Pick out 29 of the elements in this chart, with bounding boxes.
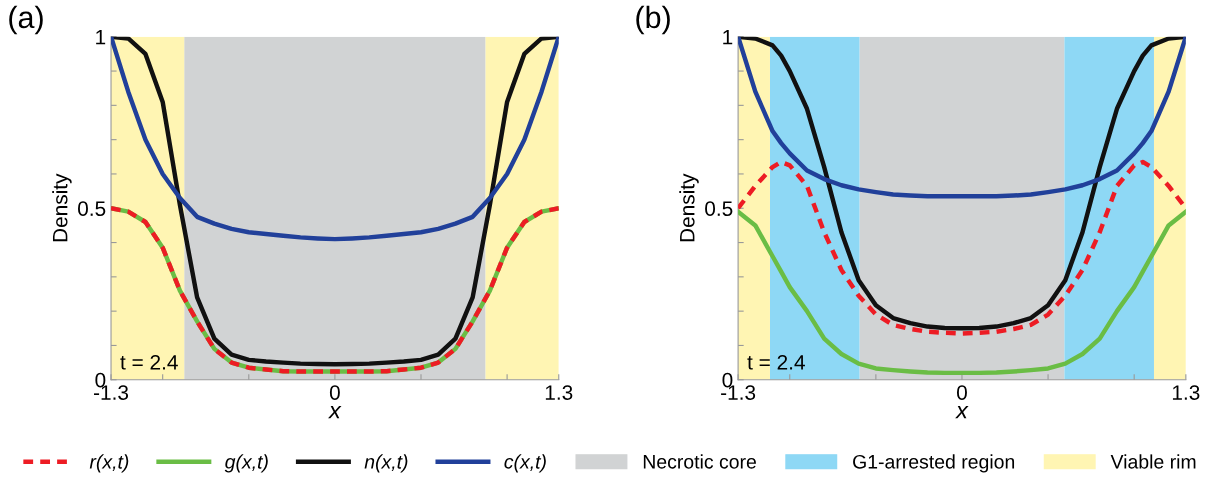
annotation: t = 2.4 [747,354,805,370]
y-tick-label: 0.5 [78,201,106,216]
legend-label: c(x,t) [504,454,546,473]
line-series [738,159,1186,336]
annotation: t = 2.4 [120,354,178,370]
line-series [738,36,1186,199]
chart-title: (b) [636,5,670,35]
y-tick-label: 1 [723,29,733,45]
y-tick-label: 0.5 [705,201,733,216]
line-series [111,206,559,374]
y-axis-title: Density [52,173,72,242]
legend-label: n(x,t) [364,454,408,473]
x-tick-label: 0 [956,385,967,400]
x-axis-title: x [955,405,969,419]
legend-label: G1-arrested region [853,454,1015,473]
line-series [111,36,559,242]
legend-label: Necrotic core [643,454,756,469]
x-axis-title: x [328,405,342,419]
chart-title: (a) [9,5,43,35]
legend-label: g(x,t) [224,454,268,473]
y-axis-title: Density [679,173,699,242]
x-tick-label: 1.3 [1172,385,1200,400]
x-tick-label: 0 [329,385,340,400]
x-tick-label: 1.3 [545,385,573,400]
line-series [738,36,1186,331]
y-tick-label: 1 [96,29,106,45]
line-series [738,209,1186,376]
legend-label: r(x,t) [89,454,129,473]
legend-label: Viable rim [1110,454,1196,469]
